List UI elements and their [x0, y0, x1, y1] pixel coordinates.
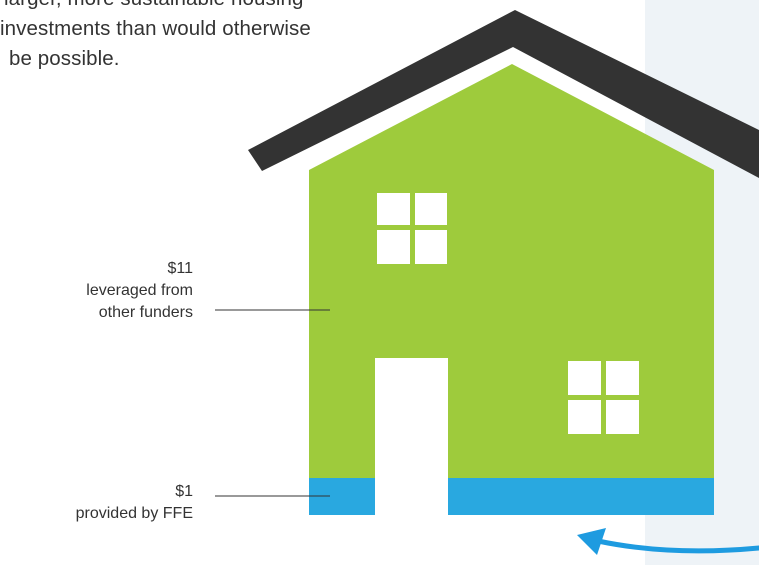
- intro-line-2: investments than would otherwise: [0, 17, 311, 40]
- house-foundation: [309, 478, 714, 515]
- callout-ffe-amount: $1: [175, 483, 193, 500]
- upper-window: [377, 193, 447, 264]
- callout-leveraged: $11 leveraged from other funders: [86, 258, 193, 324]
- curved-arrow-icon: [577, 528, 759, 555]
- callout-ffe: $1 provided by FFE: [76, 481, 193, 525]
- callout-leveraged-amount: $11: [167, 260, 193, 277]
- intro-text: larger, more sustainable housing investm…: [0, 0, 400, 74]
- callout-leveraged-line2: other funders: [98, 304, 193, 321]
- callout-leveraged-line1: leveraged from: [86, 282, 193, 299]
- intro-line-1: larger, more sustainable housing: [0, 0, 400, 14]
- callout-ffe-line1: provided by FFE: [75, 505, 193, 522]
- house-door: [375, 358, 448, 515]
- intro-line-3: be possible.: [9, 47, 120, 70]
- house-roof: [248, 10, 759, 178]
- lower-window: [568, 361, 639, 434]
- house-body: [309, 64, 714, 515]
